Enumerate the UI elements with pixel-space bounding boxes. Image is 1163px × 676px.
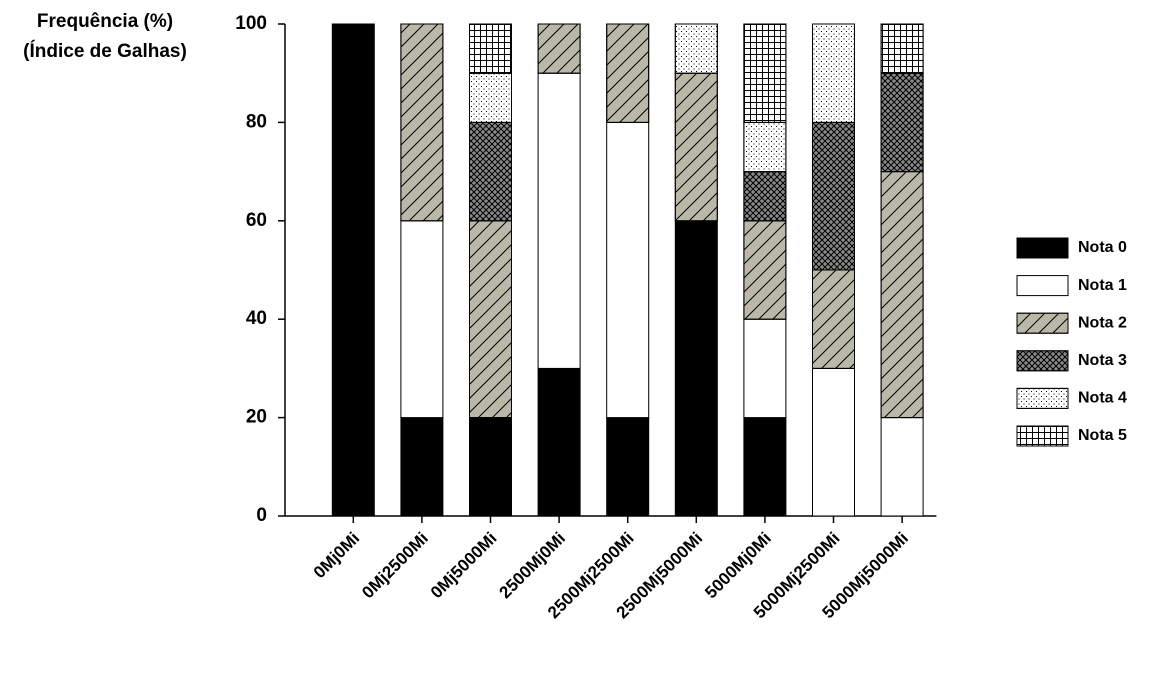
pattern-overlay	[1016, 425, 1069, 447]
x-tick-label: 2500Mj0Mi	[496, 529, 570, 603]
pattern-overlay	[469, 220, 512, 419]
bar-segment	[743, 318, 787, 419]
y-tick-label: 60	[246, 210, 267, 231]
bar-segment	[606, 121, 650, 419]
pattern-overlay	[400, 23, 444, 222]
y-tick-label: 80	[246, 111, 267, 132]
legend-label: Nota 2	[1078, 314, 1127, 331]
pattern-overlay	[880, 72, 924, 173]
x-tick-label: 0Mj0Mi	[310, 529, 364, 583]
legend-label: Nota 3	[1078, 352, 1127, 369]
pattern-overlay	[880, 23, 924, 74]
pattern-overlay	[674, 72, 718, 222]
bar-segment	[606, 417, 650, 517]
legend-label: Nota 5	[1078, 427, 1127, 444]
pattern-overlay	[674, 23, 718, 74]
pattern-overlay	[743, 220, 787, 320]
legend-label: Nota 4	[1078, 390, 1127, 407]
pattern-overlay	[743, 23, 787, 123]
y-tick-label: 40	[246, 308, 267, 329]
pattern-overlay	[469, 23, 512, 74]
pattern-overlay	[880, 171, 924, 419]
bar-segment	[812, 367, 855, 517]
bar-segment	[537, 367, 581, 517]
legend-swatch	[1016, 237, 1069, 259]
pattern-overlay	[812, 23, 855, 123]
y-tick-label: 0	[256, 505, 267, 526]
pattern-overlay	[812, 121, 855, 271]
pattern-overlay	[469, 72, 512, 123]
pattern-overlay	[743, 171, 787, 222]
pattern-overlay	[812, 269, 855, 369]
pattern-overlay	[1016, 387, 1069, 409]
bar-segment	[331, 23, 375, 517]
y-tick-label: 20	[246, 407, 267, 428]
y-tick-label: 100	[235, 13, 267, 34]
pattern-overlay	[606, 23, 650, 123]
bar-segment	[400, 417, 444, 517]
x-tick-label: 0Mj2500Mi	[358, 529, 432, 603]
legend-swatch	[1016, 275, 1069, 297]
pattern-overlay	[469, 121, 512, 222]
pattern-overlay	[1016, 312, 1069, 334]
bar-segment	[743, 417, 787, 517]
legend-label: Nota 0	[1078, 239, 1127, 256]
bar-segment	[674, 220, 718, 517]
y-axis-title: (Índice de Galhas)	[23, 40, 187, 62]
bar-segment	[400, 220, 444, 419]
pattern-overlay	[537, 23, 581, 74]
bar-segment	[537, 72, 581, 369]
legend-label: Nota 1	[1078, 277, 1127, 294]
bar-segment	[469, 417, 512, 517]
x-tick-label: 0Mj5000Mi	[427, 529, 501, 603]
pattern-overlay	[743, 121, 787, 173]
x-tick-label: 5000Mj0Mi	[701, 529, 775, 603]
pattern-overlay	[1016, 350, 1069, 372]
bar-segment	[880, 417, 924, 517]
y-axis-title: Frequência (%)	[37, 11, 173, 32]
